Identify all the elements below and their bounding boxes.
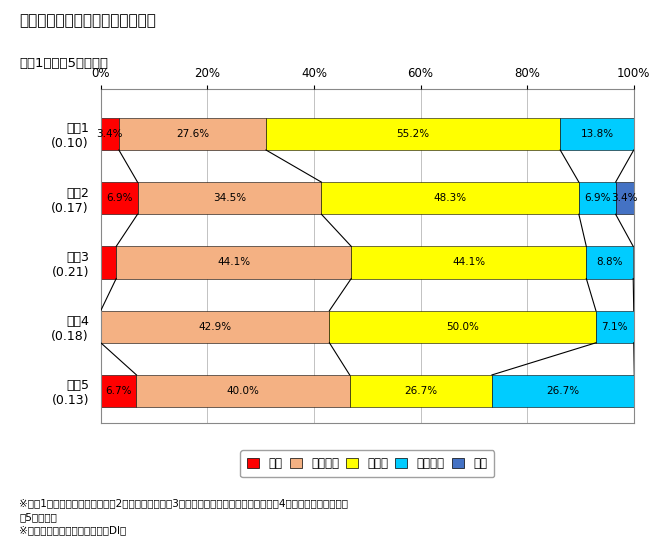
Text: 3.4%: 3.4% — [612, 193, 638, 203]
Bar — [616, 182, 634, 215]
Bar — [321, 182, 579, 215]
Text: 8.8%: 8.8% — [597, 258, 623, 267]
Bar — [492, 375, 634, 407]
Bar — [266, 118, 560, 150]
Text: 7.1%: 7.1% — [602, 322, 628, 331]
Bar — [586, 246, 633, 279]
Bar — [136, 375, 350, 407]
Text: 26.7%: 26.7% — [404, 386, 437, 396]
Text: 6.7%: 6.7% — [105, 386, 132, 396]
Bar — [330, 310, 596, 343]
Text: 神戸1～神戸5／住宅地: 神戸1～神戸5／住宅地 — [20, 57, 109, 70]
Bar — [138, 182, 321, 215]
Bar — [101, 246, 116, 279]
Text: 42.9%: 42.9% — [198, 322, 231, 331]
Bar — [101, 310, 330, 343]
Text: 問３　今後半年間の地価動向予想: 問３ 今後半年間の地価動向予想 — [20, 13, 157, 29]
Text: 26.7%: 26.7% — [547, 386, 580, 396]
Text: 3.4%: 3.4% — [97, 129, 123, 139]
Bar — [351, 246, 586, 279]
Bar — [579, 182, 616, 215]
Text: 40.0%: 40.0% — [227, 386, 259, 396]
Text: 6.9%: 6.9% — [584, 193, 610, 203]
Bar — [101, 375, 136, 407]
Text: 44.1%: 44.1% — [452, 258, 486, 267]
Legend: 上昇, やや上昇, 横ばい, やや下落, 下落: 上昇, やや上昇, 横ばい, やや下落, 下落 — [240, 450, 494, 478]
Text: 50.0%: 50.0% — [446, 322, 479, 331]
Text: ※軸ラベルの（　）内の数値はDI値: ※軸ラベルの（ ）内の数値はDI値 — [20, 526, 127, 536]
Bar — [116, 246, 351, 279]
Text: 13.8%: 13.8% — [580, 129, 614, 139]
Bar — [101, 118, 119, 150]
Text: 27.6%: 27.6% — [176, 129, 209, 139]
Text: 55.2%: 55.2% — [396, 129, 430, 139]
Bar — [560, 118, 634, 150]
Bar — [350, 375, 492, 407]
Bar — [101, 182, 138, 215]
Bar — [596, 310, 634, 343]
Text: ※神戸1（東灘区・灘区）、神戸2（中央区）、神戸3（兵庫区・長田区・須磨区）、神戸4（垂水区・西区）、神
戸5（北区）: ※神戸1（東灘区・灘区）、神戸2（中央区）、神戸3（兵庫区・長田区・須磨区）、神… — [20, 499, 348, 522]
Bar — [119, 118, 266, 150]
Text: 6.9%: 6.9% — [106, 193, 133, 203]
Text: 48.3%: 48.3% — [434, 193, 467, 203]
Text: 34.5%: 34.5% — [213, 193, 246, 203]
Text: 44.1%: 44.1% — [217, 258, 250, 267]
